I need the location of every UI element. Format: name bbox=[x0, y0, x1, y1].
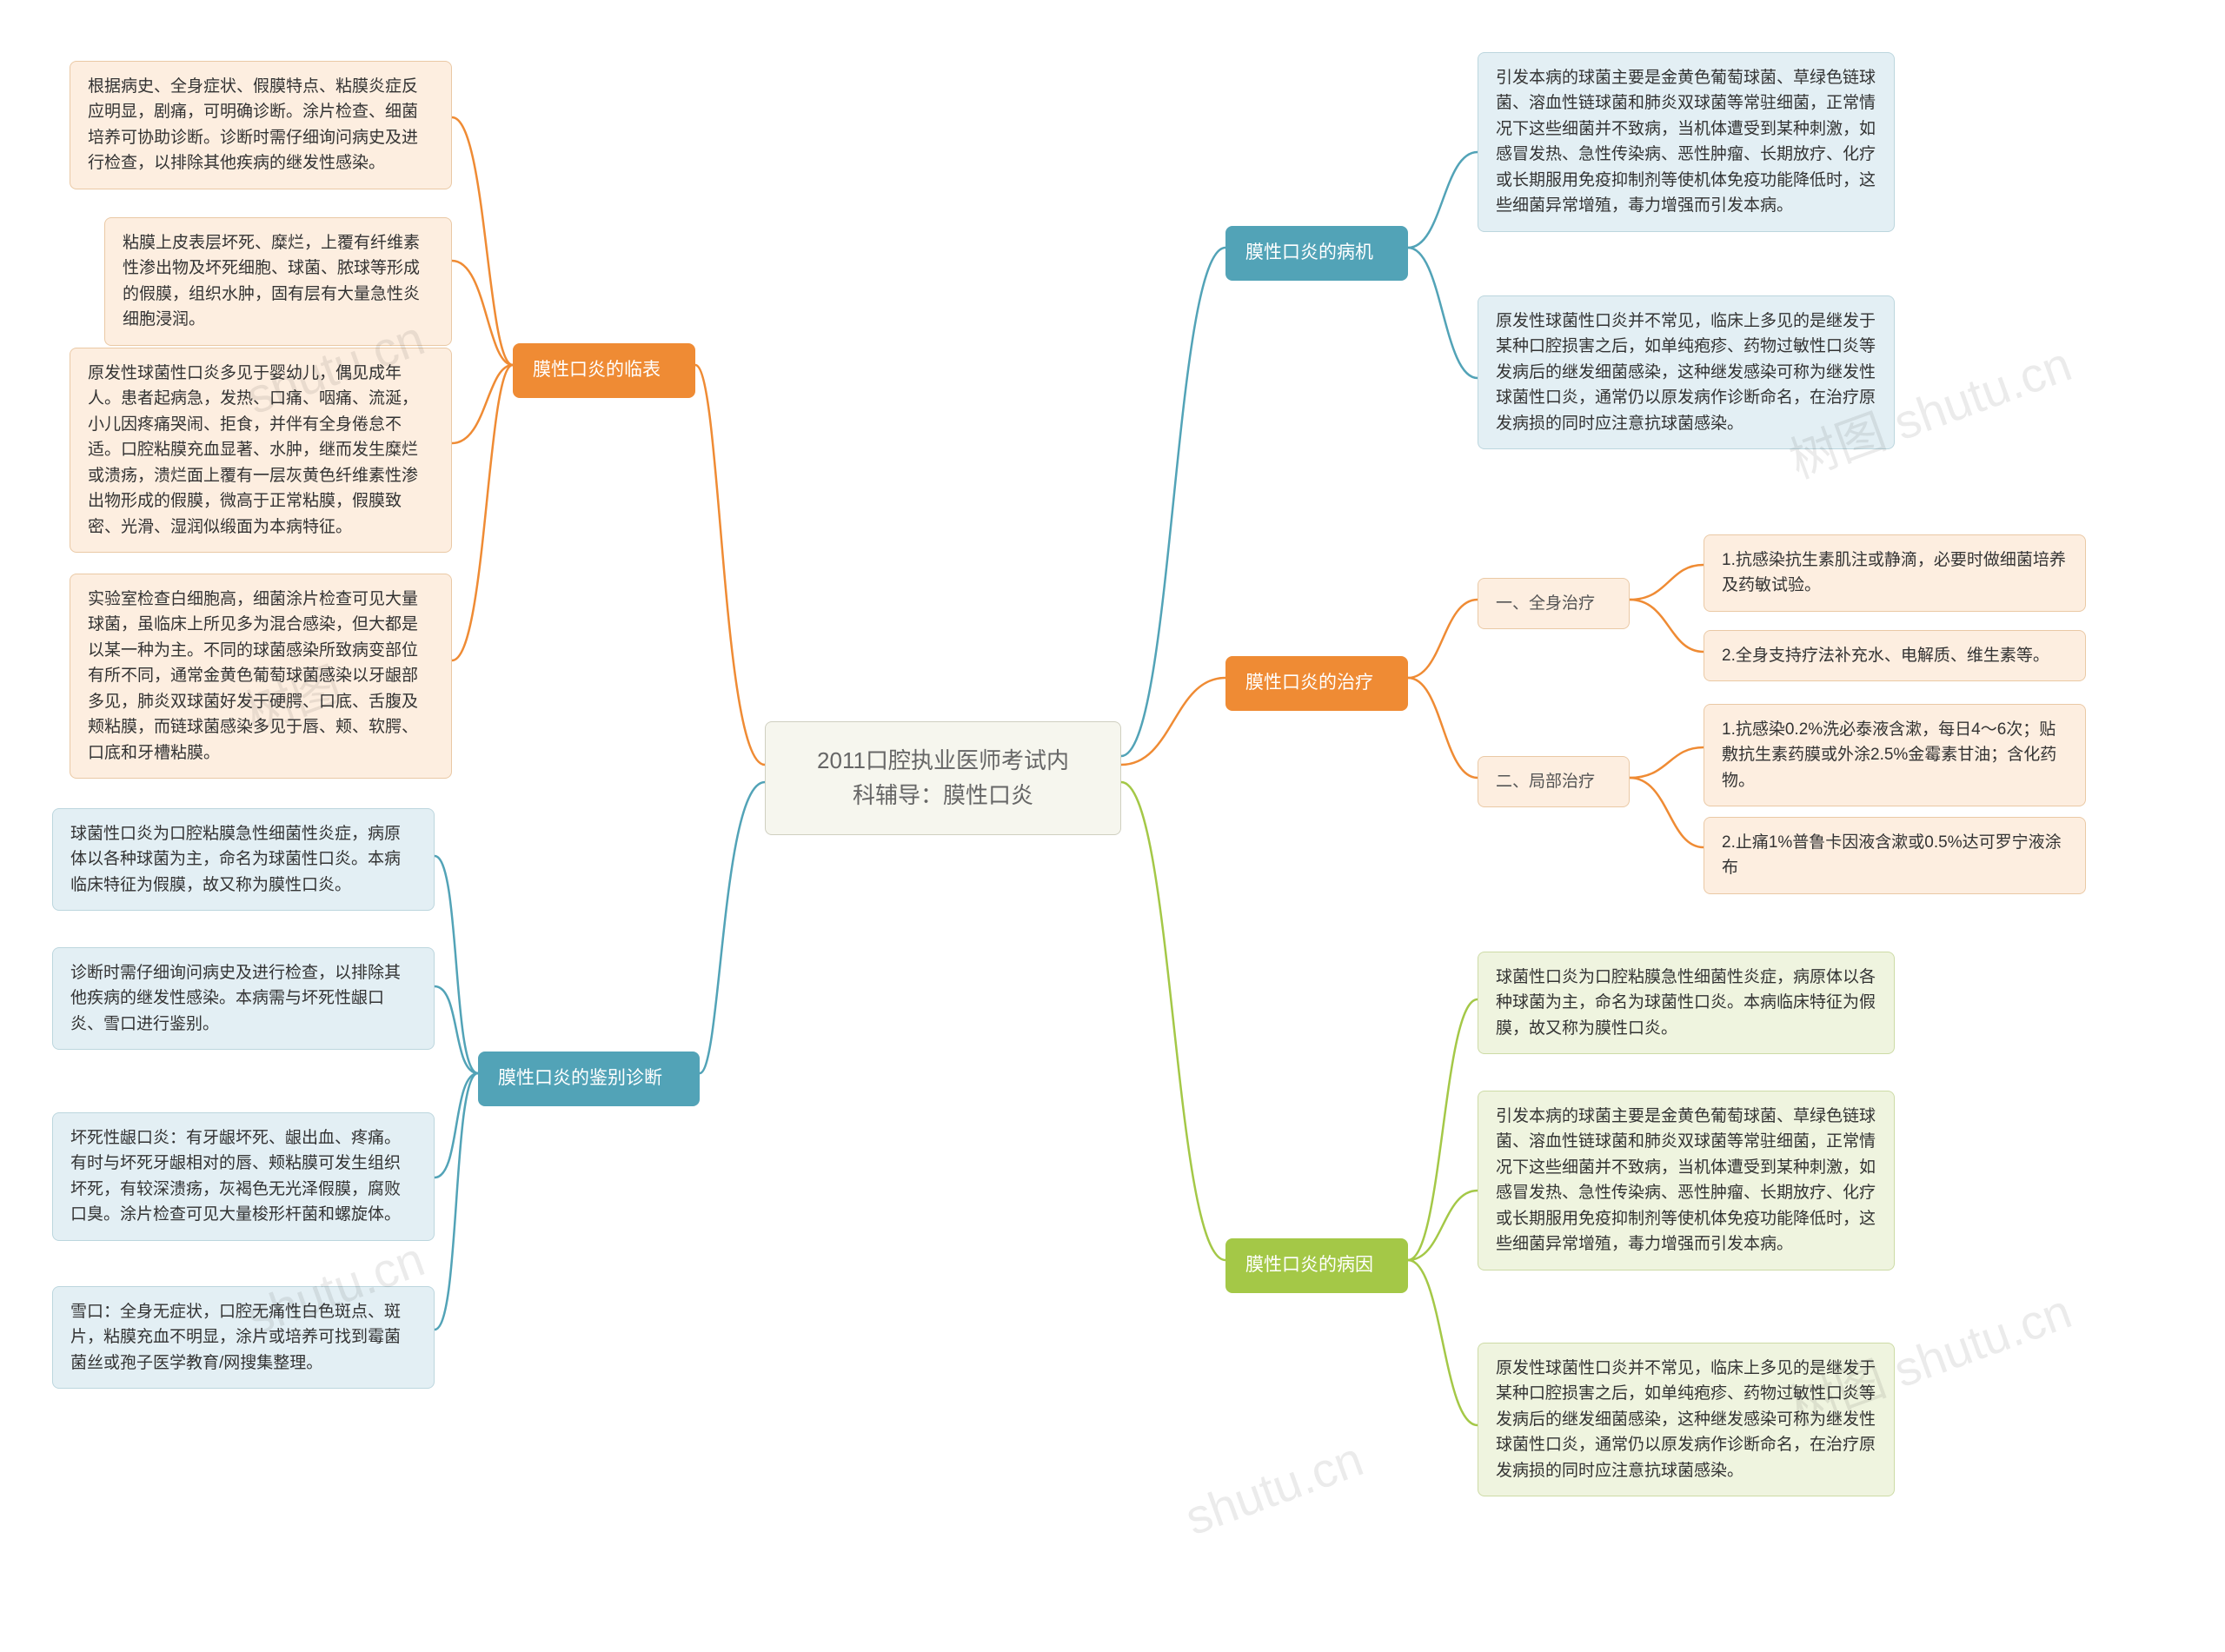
leaf-clinic-2: 原发性球菌性口炎多见于婴幼儿，偶见成年人。患者起病急，发热、口痛、咽痛、流涎，小… bbox=[70, 348, 452, 553]
branch-diff[interactable]: 膜性口炎的鉴别诊断 bbox=[478, 1052, 700, 1106]
sub-treat-0[interactable]: 一、全身治疗 bbox=[1478, 578, 1630, 629]
branch-cause[interactable]: 膜性口炎的病因 bbox=[1225, 1238, 1408, 1293]
leaf-treat-0-1: 2.全身支持疗法补充水、电解质、维生素等。 bbox=[1704, 630, 2086, 681]
leaf-clinic-0: 根据病史、全身症状、假膜特点、粘膜炎症反应明显，剧痛，可明确诊断。涂片检查、细菌… bbox=[70, 61, 452, 189]
branch-clinic[interactable]: 膜性口炎的临表 bbox=[513, 343, 695, 398]
leaf-clinic-3: 实验室检查白细胞高，细菌涂片检查可见大量球菌，虽临床上所见多为混合感染，但大都是… bbox=[70, 574, 452, 779]
leaf-diff-0: 球菌性口炎为口腔粘膜急性细菌性炎症，病原体以各种球菌为主，命名为球菌性口炎。本病… bbox=[52, 808, 435, 911]
leaf-clinic-1: 粘膜上皮表层坏死、糜烂，上覆有纤维素性渗出物及坏死细胞、球菌、脓球等形成的假膜，… bbox=[104, 217, 452, 346]
leaf-treat-1-0: 1.抗感染0.2%洗必泰液含漱，每日4～6次；贴敷抗生素药膜或外涂2.5%金霉素… bbox=[1704, 704, 2086, 806]
branch-treat[interactable]: 膜性口炎的治疗 bbox=[1225, 656, 1408, 711]
leaf-mech-0: 引发本病的球菌主要是金黄色葡萄球菌、草绿色链球菌、溶血性链球菌和肺炎双球菌等常驻… bbox=[1478, 52, 1895, 232]
leaf-diff-1: 诊断时需仔细询问病史及进行检查，以排除其他疾病的继发性感染。本病需与坏死性龈口炎… bbox=[52, 947, 435, 1050]
leaf-cause-2: 原发性球菌性口炎并不常见，临床上多见的是继发于某种口腔损害之后，如单纯疱疹、药物… bbox=[1478, 1343, 1895, 1496]
branch-mech[interactable]: 膜性口炎的病机 bbox=[1225, 226, 1408, 281]
watermark: shutu.cn bbox=[1178, 1430, 1370, 1546]
sub-treat-1[interactable]: 二、局部治疗 bbox=[1478, 756, 1630, 807]
leaf-diff-3: 雪口：全身无症状，口腔无痛性白色斑点、斑片，粘膜充血不明显，涂片或培养可找到霉菌… bbox=[52, 1286, 435, 1389]
root-title-line1: 2011口腔执业医师考试内 bbox=[817, 747, 1069, 773]
leaf-diff-2: 坏死性龈口炎：有牙龈坏死、龈出血、疼痛。有时与坏死牙龈相对的唇、颊粘膜可发生组织… bbox=[52, 1112, 435, 1241]
leaf-cause-0: 球菌性口炎为口腔粘膜急性细菌性炎症，病原体以各种球菌为主，命名为球菌性口炎。本病… bbox=[1478, 952, 1895, 1054]
leaf-treat-0-0: 1.抗感染抗生素肌注或静滴，必要时做细菌培养及药敏试验。 bbox=[1704, 534, 2086, 612]
leaf-cause-1: 引发本病的球菌主要是金黄色葡萄球菌、草绿色链球菌、溶血性链球菌和肺炎双球菌等常驻… bbox=[1478, 1091, 1895, 1271]
root-title-line2: 科辅导：膜性口炎 bbox=[853, 782, 1033, 808]
root-node[interactable]: 2011口腔执业医师考试内科辅导：膜性口炎 bbox=[765, 721, 1121, 835]
leaf-treat-1-1: 2.止痛1%普鲁卡因液含漱或0.5%达可罗宁液涂布 bbox=[1704, 817, 2086, 894]
leaf-mech-1: 原发性球菌性口炎并不常见，临床上多见的是继发于某种口腔损害之后，如单纯疱疹、药物… bbox=[1478, 295, 1895, 449]
